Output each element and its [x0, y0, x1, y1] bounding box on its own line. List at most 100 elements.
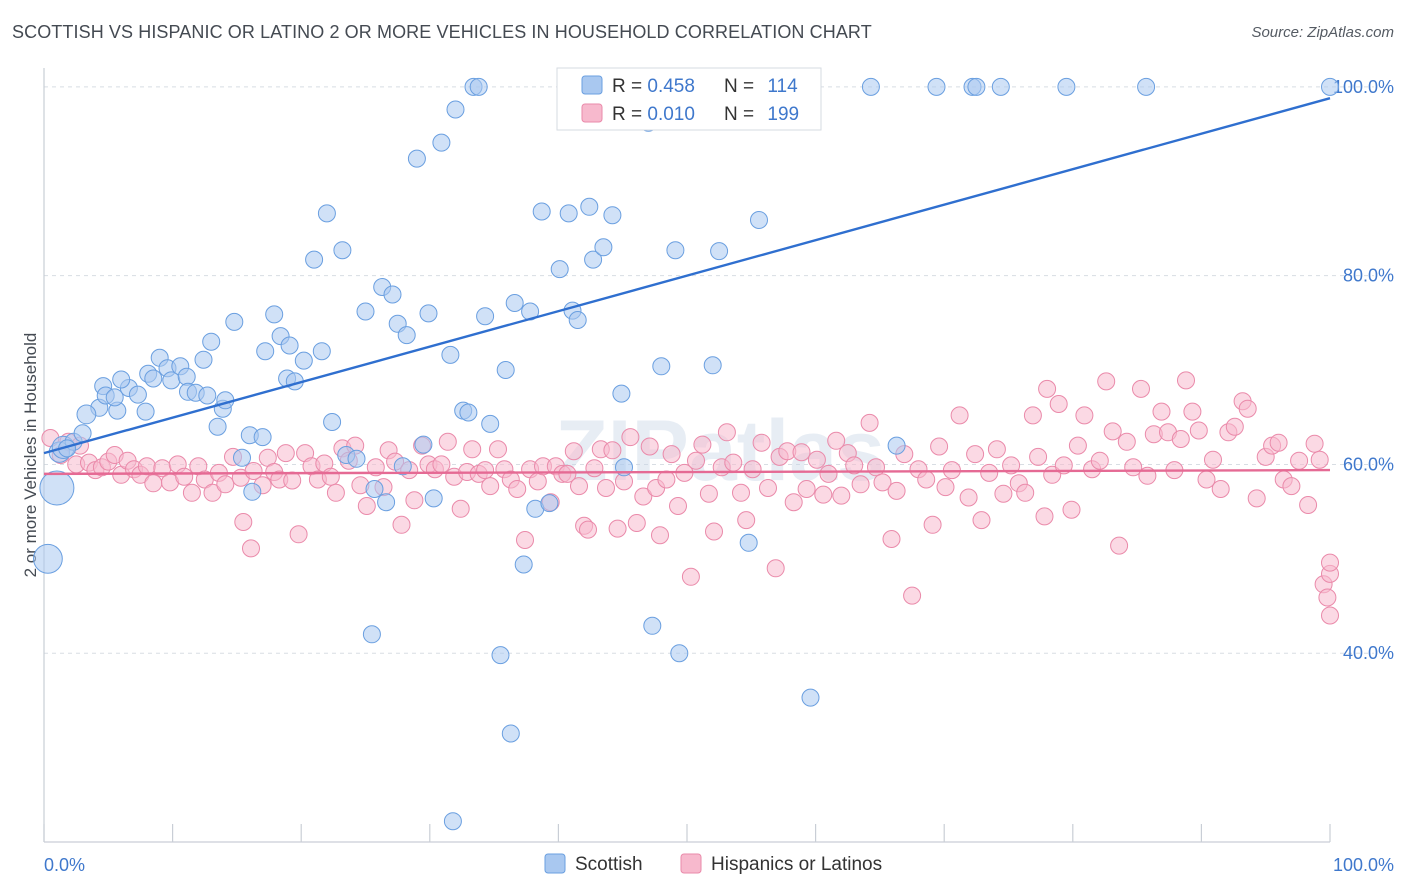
scottish-point-8 — [76, 404, 97, 425]
hispanic-point-120 — [814, 485, 833, 504]
hispanic-point-160 — [1090, 451, 1109, 470]
svg-text:R = 0.458: R = 0.458 — [612, 76, 695, 97]
hispanic-point-103 — [699, 484, 718, 503]
legend-swatch-scottish — [581, 75, 603, 95]
scottish-point-33 — [243, 482, 262, 501]
hispanic-point-135 — [917, 470, 936, 489]
hispanic-point-92 — [634, 487, 653, 506]
svg-text:N = 199: N = 199 — [724, 104, 799, 125]
scottish-point-74 — [514, 555, 533, 574]
legend-n-value-hispanic: 199 — [767, 104, 799, 125]
hispanic-point-163 — [1110, 536, 1129, 555]
hispanic-point-142 — [966, 445, 985, 464]
scottish-point-67 — [469, 77, 488, 96]
hispanic-point-175 — [1189, 421, 1208, 440]
hispanic-point-19 — [175, 467, 194, 486]
scottish-point-48 — [347, 449, 366, 468]
hispanic-point-79 — [558, 464, 577, 483]
hispanic-point-180 — [1225, 417, 1244, 436]
scottish-point-110 — [1321, 77, 1339, 96]
scottish-point-102 — [861, 77, 880, 96]
hispanic-point-67 — [481, 477, 500, 496]
hispanic-point-104 — [705, 522, 723, 541]
hispanic-point-123 — [832, 486, 851, 505]
scottish-point-84 — [584, 250, 603, 269]
legend-n-label-scottish: N = — [724, 76, 759, 97]
hispanic-point-154 — [1049, 395, 1068, 413]
hispanic-point-35 — [276, 444, 295, 463]
hispanic-point-23 — [203, 483, 222, 502]
scottish-point-22 — [177, 367, 196, 386]
scottish-point-106 — [967, 77, 986, 96]
hispanic-point-42 — [321, 467, 340, 486]
hispanic-point-125 — [845, 456, 864, 475]
scottish-point-70 — [491, 646, 510, 665]
scottish-point-113 — [208, 417, 227, 436]
hispanic-point-116 — [784, 493, 803, 512]
scottish-point-36 — [265, 305, 284, 324]
hispanic-point-88 — [608, 519, 627, 538]
hispanic-point-66 — [476, 461, 495, 480]
hispanic-point-188 — [1282, 477, 1301, 496]
legend-r-value-scottish: 0.458 — [647, 76, 695, 97]
scottish-point-103 — [887, 436, 906, 455]
scottish-point-111 — [362, 625, 381, 644]
scottish-point-114 — [112, 370, 131, 389]
legend-n-value-scottish: 114 — [767, 76, 798, 97]
y-tick-label-40: 40.0% — [1343, 643, 1394, 663]
scottish-point-96 — [710, 242, 729, 261]
scottish-point-30 — [225, 312, 244, 331]
hispanic-point-14 — [137, 457, 156, 476]
hispanic-point-30 — [244, 462, 263, 480]
scottish-point-17 — [144, 369, 163, 388]
hispanic-point-140 — [950, 406, 969, 425]
scottish-point-90 — [643, 616, 662, 635]
hispanic-point-178 — [1211, 480, 1230, 498]
hispanic-point-100 — [681, 567, 700, 586]
hispanic-point-183 — [1247, 489, 1266, 508]
hispanic-point-141 — [959, 488, 978, 507]
hispanic-point-117 — [792, 443, 811, 462]
hispanic-point-138 — [936, 478, 955, 497]
scottish-point-65 — [459, 403, 478, 422]
scottish-point-43 — [312, 342, 331, 361]
hispanic-point-93 — [640, 437, 659, 456]
hispanic-point-147 — [1002, 456, 1021, 475]
hispanic-point-143 — [972, 511, 991, 530]
x-tick-label-min: 0.0% — [44, 855, 85, 875]
scottish-point-78 — [540, 494, 559, 513]
scottish-point-101 — [801, 688, 820, 707]
hispanic-point-96 — [657, 470, 676, 489]
hispanic-point-118 — [797, 480, 816, 498]
hispanic-point-111 — [752, 433, 771, 452]
hispanic-point-106 — [717, 423, 736, 442]
scottish-point-46 — [333, 241, 352, 260]
hispanic-point-15 — [144, 474, 163, 493]
scottish-point-85 — [594, 238, 613, 257]
scottish-point-109 — [1137, 77, 1156, 96]
scottish-point-82 — [568, 311, 587, 329]
scottish-trend-line — [43, 97, 1331, 455]
bottom-legend: Scottish Hispanics or Latinos — [544, 853, 882, 875]
scottish-point-26 — [198, 386, 217, 405]
hispanic-point-36 — [283, 471, 302, 490]
hispanic-point-149 — [1016, 483, 1035, 502]
hispanic-point-55 — [405, 491, 424, 510]
hispanic-point-98 — [669, 497, 687, 515]
hispanic-point-194 — [1318, 588, 1337, 607]
scottish-point-69 — [481, 414, 500, 433]
scottish-point-72 — [501, 724, 520, 743]
hispanic-point-191 — [1305, 434, 1324, 453]
svg-text:R = 0.010: R = 0.010 — [612, 104, 695, 125]
hispanic-point-186 — [1269, 433, 1288, 452]
trend-lines — [43, 97, 1331, 476]
scottish-point-98 — [739, 533, 758, 552]
scottish-point-108 — [1057, 77, 1076, 96]
scottish-point-92 — [666, 241, 685, 260]
scottish-point-61 — [432, 133, 451, 152]
hispanic-point-136 — [923, 515, 942, 534]
y-tick-labels: 40.0% 60.0% 80.0% 100.0% — [1333, 77, 1394, 663]
hispanic-point-113 — [766, 559, 785, 578]
hispanic-point-189 — [1290, 451, 1309, 470]
hispanic-point-91 — [627, 514, 646, 532]
